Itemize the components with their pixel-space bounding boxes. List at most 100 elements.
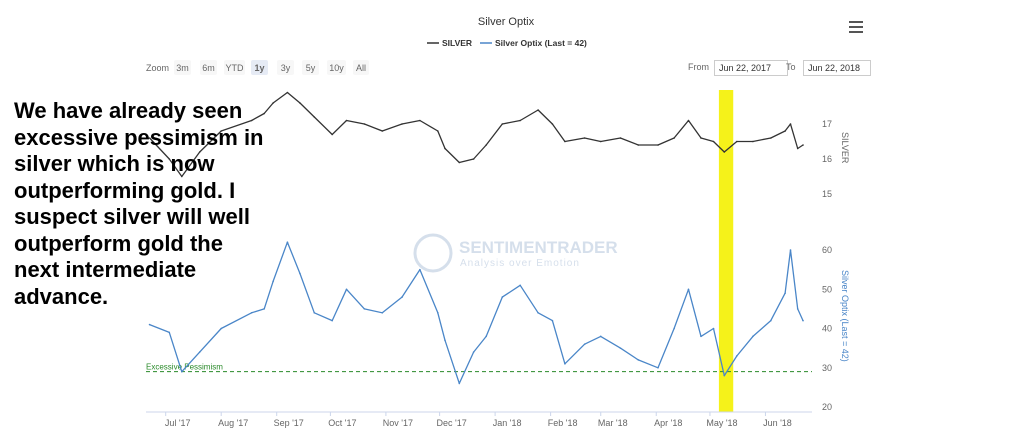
x-tick-label: Aug '17: [218, 418, 248, 428]
watermark-tagline: Analysis over Emotion: [460, 258, 580, 269]
silver-series-line-point: [673, 137, 675, 139]
excessive-pessimism-label: Excessive Pessimism: [146, 363, 223, 372]
optix-series-line-point: [345, 288, 348, 291]
silver-series-line-point: [345, 119, 348, 122]
silver-series-line-point: [286, 91, 289, 94]
silver-series-line-point: [583, 137, 586, 139]
zoom-button-bg: [174, 60, 191, 75]
optix-series-line-point: [220, 327, 222, 330]
zoom-button-bg: [277, 60, 294, 75]
optix-series-line-point: [687, 288, 690, 291]
zoom-button-bg: [200, 60, 217, 75]
from-label: From: [688, 62, 709, 72]
silver-series-line-point: [537, 109, 539, 111]
silver-series-line-point: [437, 130, 439, 132]
optix-series-line-point: [444, 339, 446, 342]
zoom-button-3y[interactable]: 3y: [277, 60, 294, 75]
optix-series-line-point: [363, 308, 366, 310]
menu-icon[interactable]: [849, 21, 863, 33]
optix-series-line-point: [519, 284, 521, 287]
silver-tick-label: 15: [822, 189, 832, 199]
optix-series-line-point: [458, 382, 461, 385]
optix-series-line-point: [148, 323, 151, 326]
silver-series-line-point: [657, 144, 659, 146]
optix-series-line-point: [437, 312, 439, 314]
zoom-button-label: 3m: [176, 63, 189, 73]
optix-series-line-point: [637, 359, 640, 361]
silver-series-line-point: [619, 137, 622, 139]
zoom-button-3m[interactable]: 3m: [174, 60, 191, 75]
zoom-bar: Zoom 3m 6m YTD 1y 3y 5y 10y All: [146, 60, 369, 75]
x-tick-label: Oct '17: [328, 418, 356, 428]
optix-series-line-point: [263, 308, 265, 310]
optix-series-line-point: [472, 351, 475, 353]
silver-series-line-point: [770, 137, 772, 139]
optix-tick-label: 40: [822, 324, 832, 334]
silver-series-line-point: [272, 102, 274, 104]
x-tick-label: Nov '17: [383, 418, 413, 428]
silver-series-line-point: [313, 116, 316, 118]
silver-series-line-point: [220, 130, 222, 132]
silver-series-line-point: [712, 140, 715, 143]
silver-series-line-point: [564, 140, 566, 143]
optix-series-line-point: [599, 335, 602, 338]
optix-series-line-point: [198, 351, 201, 353]
silver-series-line-point: [181, 175, 183, 178]
silver-series-line-point: [250, 119, 253, 122]
silver-series-line-point: [401, 123, 403, 125]
optix-tick-label: 50: [822, 284, 832, 294]
silver-series-line-point: [472, 158, 475, 160]
optix-series-line-point: [619, 347, 622, 349]
optix-series-line-point: [181, 370, 183, 373]
legend-silver-label[interactable]: SILVER: [442, 38, 472, 48]
optix-series-line: [149, 241, 804, 385]
optix-series-line-point: [564, 363, 566, 365]
optix-tick-label: 30: [822, 363, 832, 373]
silver-series-line-point: [802, 144, 804, 146]
optix-series-line-point: [752, 335, 754, 338]
zoom-button-5y[interactable]: 5y: [302, 60, 319, 75]
legend[interactable]: SILVER Silver Optix (Last = 42): [427, 38, 587, 48]
silver-series-line-point: [263, 112, 265, 115]
silver-series-line-point: [637, 144, 640, 146]
optix-series-line-point: [583, 343, 586, 346]
optix-series-line-point: [736, 355, 738, 357]
optix-series-line-point: [401, 296, 403, 298]
x-tick-label: Dec '17: [436, 418, 466, 428]
optix-series-line-point: [551, 319, 554, 322]
optix-series-line-point: [712, 327, 715, 330]
optix-series-line-point: [802, 319, 804, 322]
x-tick-label: Jun '18: [763, 418, 792, 428]
silver-series-line-point: [381, 130, 384, 132]
from-date-input[interactable]: Jun 22, 2017: [714, 60, 788, 76]
optix-series-line-point: [286, 241, 289, 243]
watermark-logo-icon: [413, 233, 453, 273]
optix-axis-label: Silver Optix (Last = 42): [840, 270, 850, 362]
zoom-button-label: 10y: [329, 63, 344, 73]
optix-series-line-point: [723, 374, 726, 377]
zoom-button-All[interactable]: All: [353, 60, 369, 75]
optix-series-line-point: [657, 366, 659, 369]
silver-series-line-point: [444, 147, 446, 150]
silver-series-line-point: [752, 140, 754, 143]
optix-series-line-point: [381, 312, 384, 314]
optix-series-line-point: [168, 331, 171, 334]
zoom-button-6m[interactable]: 6m: [200, 60, 217, 75]
optix-series-line-point: [673, 327, 675, 330]
optix-tick-label: 60: [822, 245, 832, 255]
silver-series-line-point: [723, 151, 726, 153]
zoom-button-10y[interactable]: 10y: [327, 60, 346, 75]
to-date-input[interactable]: Jun 22, 2018: [803, 60, 871, 76]
silver-series-line-point: [458, 161, 461, 164]
zoom-button-YTD[interactable]: YTD: [224, 60, 245, 75]
optix-tick-label: 20: [822, 402, 832, 412]
silver-series-line-point: [700, 137, 702, 139]
zoom-button-1y[interactable]: 1y: [251, 60, 268, 75]
silver-tick-label: 16: [822, 154, 832, 164]
commentary-text: We have already seen excessive pessimism…: [14, 98, 264, 309]
zoom-button-bg: [302, 60, 319, 75]
legend-optix-label[interactable]: Silver Optix (Last = 42): [495, 38, 587, 48]
optix-series-line-point: [770, 319, 772, 322]
x-tick-label: Sep '17: [274, 418, 304, 428]
